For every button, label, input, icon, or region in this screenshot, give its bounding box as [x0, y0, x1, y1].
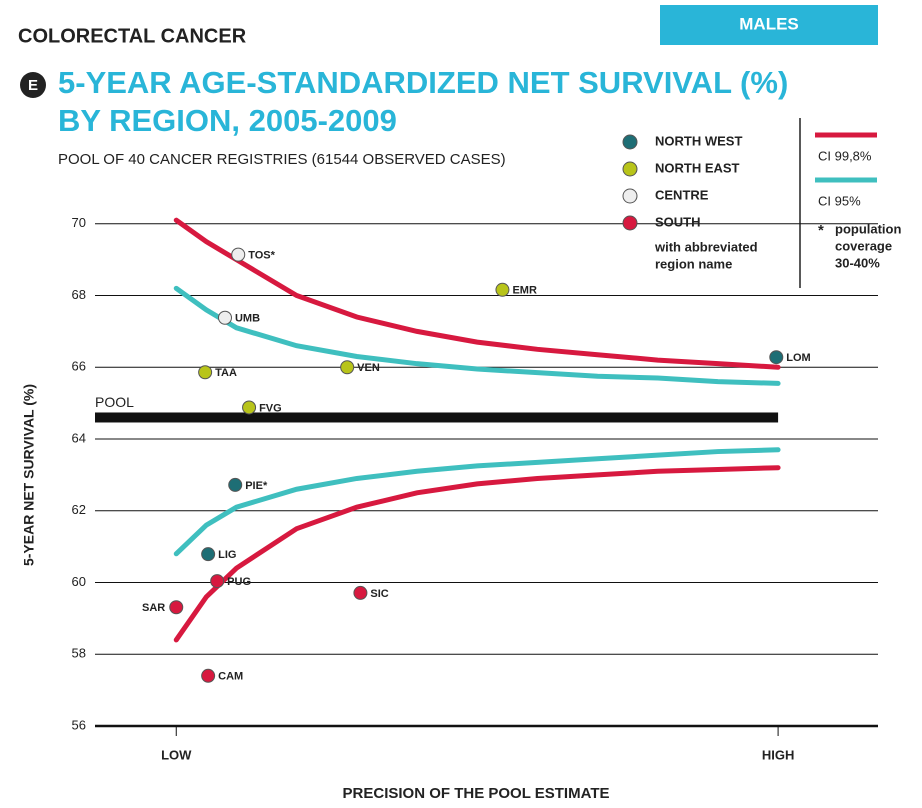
- pool-label: POOL: [95, 394, 134, 410]
- footnote: population: [835, 221, 901, 236]
- region-point: [231, 247, 246, 262]
- footnote: coverage: [835, 238, 892, 253]
- region-point: [169, 600, 184, 615]
- badge-bg: [20, 72, 46, 98]
- point-label: PUG: [227, 576, 251, 588]
- badge: E: [28, 77, 38, 94]
- legend-label: CI 95%: [818, 193, 861, 208]
- legend-marker: [622, 134, 638, 150]
- ci-curve: [173, 285, 781, 386]
- region-point: [201, 668, 216, 683]
- legend-label: NORTH EAST: [655, 160, 740, 175]
- x-tick-label: HIGH: [762, 747, 795, 762]
- point-label: PIE*: [245, 480, 268, 492]
- region-point: [210, 574, 225, 589]
- point-label: FVG: [259, 402, 282, 414]
- region-point: [353, 585, 368, 600]
- chart-title: 5-YEAR AGE-STANDARDIZED NET SURVIVAL (%): [58, 65, 788, 100]
- legend-label: CI 99,8%: [818, 148, 872, 163]
- legend-note: with abbreviated: [654, 239, 758, 254]
- point-label: VEN: [357, 362, 380, 374]
- ci-curve: [173, 217, 781, 370]
- point-label: EMR: [512, 285, 537, 297]
- footnote-mark: *: [818, 222, 824, 239]
- legend-label: CENTRE: [655, 187, 709, 202]
- x-axis-label: PRECISION OF THE POOL ESTIMATE: [343, 785, 610, 802]
- region-point: [198, 365, 213, 380]
- chart-title: BY REGION, 2005-2009: [58, 103, 397, 138]
- region-point: [242, 400, 257, 415]
- y-tick-label: 56: [72, 717, 86, 732]
- ci-curve: [173, 465, 781, 643]
- y-tick-label: 70: [72, 215, 86, 230]
- header: COLORECTAL CANCER: [18, 25, 247, 47]
- legend-label: SOUTH: [655, 214, 701, 229]
- point-label: SIC: [370, 588, 388, 600]
- point-label: TOS*: [248, 250, 275, 262]
- y-tick-label: 60: [72, 574, 86, 589]
- point-label: UMB: [235, 313, 260, 325]
- tab-bg: [660, 5, 878, 45]
- region-point: [201, 547, 216, 562]
- y-tick-label: 66: [72, 359, 86, 374]
- region-point: [769, 350, 784, 365]
- y-tick-label: 58: [72, 646, 86, 661]
- legend-note: region name: [655, 256, 732, 271]
- region-point: [495, 282, 510, 297]
- x-tick-label: LOW: [161, 747, 192, 762]
- pool-line: [95, 412, 779, 423]
- region-point: [217, 310, 232, 325]
- point-label: SAR: [142, 602, 165, 614]
- point-label: LOM: [786, 352, 810, 364]
- y-tick-label: 68: [72, 287, 86, 302]
- ci-curve: [173, 447, 781, 557]
- point-label: CAM: [218, 671, 243, 683]
- point-label: LIG: [218, 549, 236, 561]
- legend-marker: [622, 215, 638, 231]
- subtitle: POOL OF 40 CANCER REGISTRIES (61544 OBSE…: [58, 151, 506, 168]
- point-label: TAA: [215, 367, 237, 379]
- y-tick-label: 64: [72, 430, 86, 445]
- y-tick-label: 62: [72, 502, 86, 517]
- tab-label: MALES: [739, 14, 799, 33]
- region-point: [340, 360, 355, 375]
- legend-label: NORTH WEST: [655, 133, 742, 148]
- legend-marker: [622, 188, 638, 204]
- footnote: 30-40%: [835, 255, 880, 270]
- y-axis-label: 5-YEAR NET SURVIVAL (%): [21, 384, 37, 566]
- legend-marker: [622, 161, 638, 177]
- region-point: [228, 477, 243, 492]
